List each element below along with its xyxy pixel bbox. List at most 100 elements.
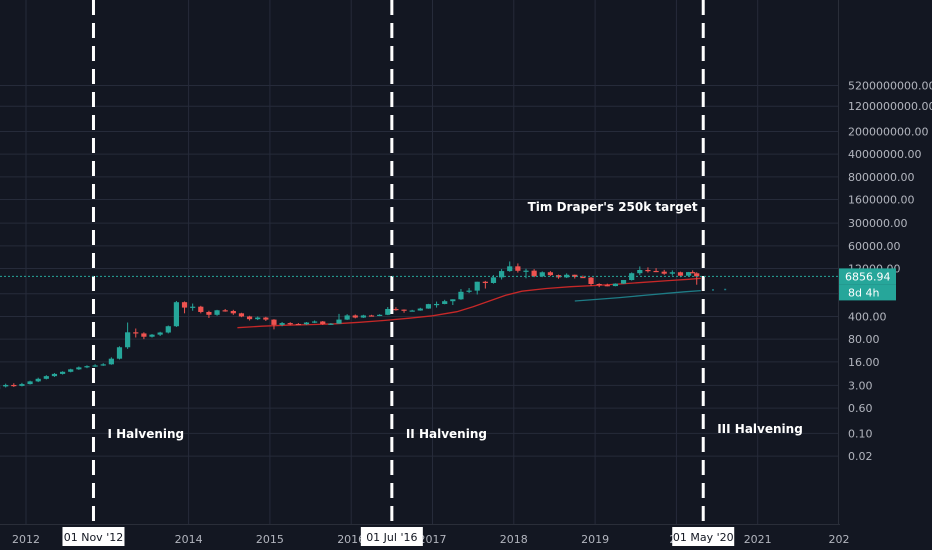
candle-body <box>108 358 114 365</box>
candle-body <box>328 323 334 325</box>
candle-body <box>417 308 423 311</box>
candle <box>222 308 228 312</box>
candle-body <box>645 269 651 272</box>
y-tick-label: 16.00 <box>848 356 880 369</box>
candle <box>133 328 139 338</box>
candle <box>3 383 9 388</box>
candle-body <box>165 326 171 333</box>
candle <box>84 365 90 369</box>
candle-body <box>320 321 326 324</box>
candle-body <box>173 302 180 327</box>
current-price-label: 6856.94 8d 4h <box>839 268 896 301</box>
candle <box>450 299 456 306</box>
candle-body <box>677 272 684 276</box>
candle-body <box>92 365 98 367</box>
candle-body <box>450 299 456 302</box>
y-tick-label: 0.02 <box>848 450 873 463</box>
candle <box>68 368 74 373</box>
halving-date-box <box>62 527 125 546</box>
y-tick-label: 200000000.00 <box>848 125 928 138</box>
candle-body <box>271 319 277 325</box>
candle <box>401 309 407 313</box>
candle-body <box>620 280 627 284</box>
candle <box>482 280 488 289</box>
candle <box>336 313 342 324</box>
candle-body <box>190 306 196 308</box>
x-tick-label: 2016 <box>337 533 365 546</box>
y-axis[interactable]: 5200000000.00 1200000000.00 200000000.00 40… <box>848 80 932 464</box>
candle <box>19 382 25 387</box>
y-tick-label: 300000.00 <box>848 217 908 230</box>
candle <box>515 263 521 273</box>
candle-body <box>580 276 586 279</box>
candle <box>303 321 310 325</box>
x-tick-label: 2014 <box>175 533 203 546</box>
candle <box>27 380 33 385</box>
candle-body <box>588 277 594 284</box>
candle-body <box>555 275 562 278</box>
candle-body <box>157 332 163 335</box>
candles <box>0 261 700 390</box>
candle-body <box>11 384 17 387</box>
candle <box>263 316 269 321</box>
candle-body <box>637 269 643 274</box>
candle-body <box>222 310 228 312</box>
candle-body <box>564 274 570 278</box>
target-annotation: Tim Draper's 250k target <box>528 200 698 214</box>
candle-body <box>694 273 700 277</box>
candle <box>328 323 334 325</box>
x-tick-label: 2017 <box>419 533 447 546</box>
y-tick-label: 3.00 <box>848 379 873 392</box>
candle-body <box>629 273 635 281</box>
candle <box>377 314 383 317</box>
candle-body <box>474 281 480 291</box>
x-axis[interactable]: 2012201420152016201720182019202021202 <box>12 533 850 546</box>
candle-body <box>19 384 25 386</box>
candle <box>312 320 318 324</box>
candle-body <box>425 304 432 309</box>
candle <box>214 309 220 316</box>
candle-body <box>393 308 399 311</box>
candle <box>59 371 66 375</box>
current-price-value: 6856.94 <box>845 270 891 283</box>
candle <box>685 271 692 277</box>
candle <box>246 315 253 321</box>
x-tick-label: 2015 <box>256 533 284 546</box>
candle <box>149 334 155 338</box>
candle <box>230 309 236 315</box>
candle-body <box>230 310 236 314</box>
candle-body <box>198 306 204 312</box>
candle <box>255 316 261 321</box>
candle <box>572 274 578 279</box>
countdown-box <box>839 284 896 301</box>
grid-lines <box>0 0 838 524</box>
candle <box>442 299 448 305</box>
y-tick-label: 400.00 <box>848 310 887 323</box>
y-tick-label: 0.10 <box>848 427 873 440</box>
candle <box>669 270 675 276</box>
candle-body <box>385 308 391 315</box>
x-tick-label: 2018 <box>500 533 528 546</box>
halving-date-box <box>672 527 735 546</box>
candle <box>116 346 123 360</box>
moving-average-projection-dot <box>724 288 727 291</box>
candle <box>287 322 293 326</box>
candle <box>190 303 196 311</box>
candle-body <box>51 373 58 377</box>
candle-body <box>539 272 545 277</box>
halving-date-label: 01 May '20 <box>673 531 734 544</box>
candle-body <box>287 323 293 325</box>
candle <box>499 269 505 280</box>
candle-body <box>238 313 245 317</box>
candle <box>694 272 700 285</box>
candle-body <box>125 332 131 348</box>
candle <box>352 314 358 319</box>
candle-body <box>360 315 366 318</box>
candle-body <box>685 272 692 276</box>
candle-body <box>312 321 318 323</box>
candle-body <box>303 322 310 325</box>
candle-body <box>279 323 285 325</box>
x-tick-label: 202 <box>829 533 850 546</box>
